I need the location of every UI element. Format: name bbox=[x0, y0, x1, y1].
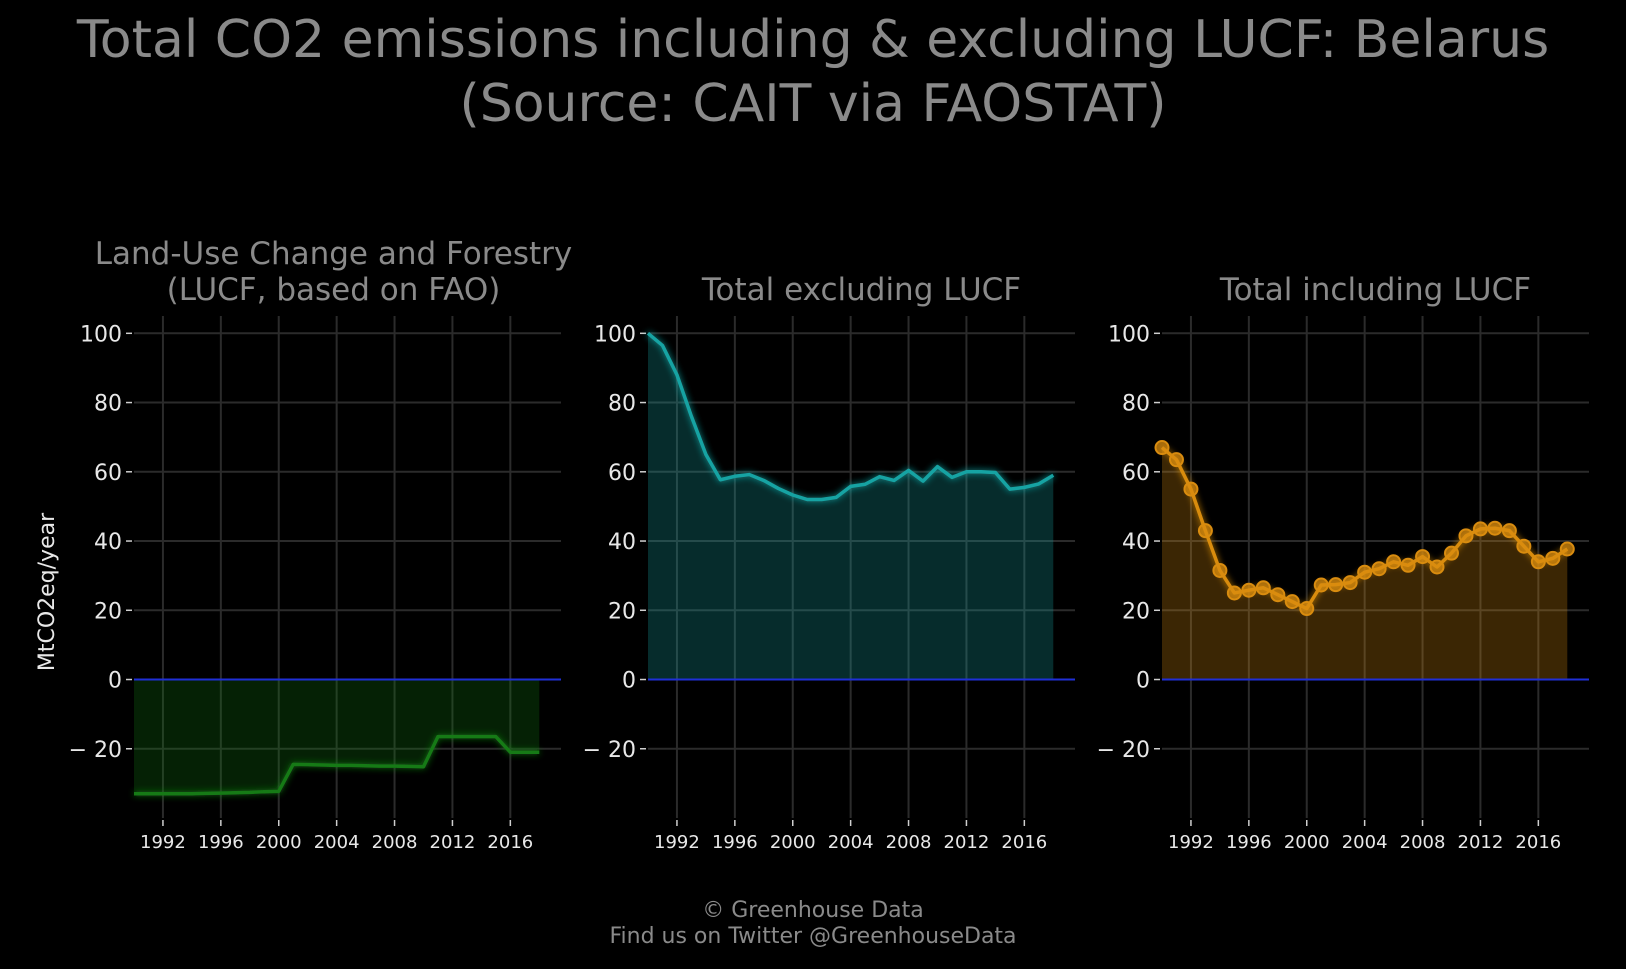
chart-title: Total CO2 emissions including & excludin… bbox=[0, 8, 1626, 136]
y-tick-label: 60 bbox=[608, 461, 636, 486]
series-line bbox=[134, 734, 540, 796]
chart-title-line-1: Total CO2 emissions including & excludin… bbox=[76, 10, 1550, 70]
y-tick-label: − 20 bbox=[69, 738, 122, 763]
data-point bbox=[1168, 452, 1184, 468]
footer: © Greenhouse Data Find us on Twitter @Gr… bbox=[0, 898, 1626, 950]
data-point bbox=[1328, 577, 1344, 593]
data-point bbox=[1154, 440, 1170, 456]
data-point bbox=[1371, 561, 1387, 577]
panel-title: (LUCF, based on FAO) bbox=[167, 272, 501, 308]
y-tick-label: 0 bbox=[1136, 669, 1150, 694]
x-tick-label: 2000 bbox=[770, 832, 816, 853]
series-area bbox=[134, 679, 540, 794]
y-axis-label: MtCO2eq/year bbox=[35, 512, 60, 671]
data-point bbox=[1530, 554, 1546, 570]
x-tick-label: 2008 bbox=[886, 832, 932, 853]
y-tick-label: 60 bbox=[1122, 461, 1150, 486]
y-tick-label: 20 bbox=[94, 599, 122, 624]
data-point bbox=[1386, 554, 1402, 570]
series-line bbox=[646, 331, 1055, 502]
y-tick-label: 40 bbox=[608, 530, 636, 555]
y-tick-label: 40 bbox=[94, 530, 122, 555]
y-tick-label: 40 bbox=[1122, 530, 1150, 555]
footer-copyright: © Greenhouse Data bbox=[702, 898, 924, 923]
data-point bbox=[1197, 523, 1213, 539]
x-tick-label: 2008 bbox=[1400, 832, 1446, 853]
data-point bbox=[1270, 587, 1286, 603]
x-tick-label: 2016 bbox=[1001, 832, 1047, 853]
data-point bbox=[1487, 520, 1503, 536]
x-tick-label: 2012 bbox=[944, 832, 990, 853]
x-tick-label: 2016 bbox=[487, 832, 533, 853]
x-tick-label: 2016 bbox=[1515, 832, 1561, 853]
x-tick-label: 2012 bbox=[1458, 832, 1504, 853]
x-tick-label: 1992 bbox=[654, 832, 700, 853]
series-area bbox=[1162, 447, 1568, 680]
panel-title: Total excluding LUCF bbox=[701, 272, 1021, 308]
x-tick-label: 1996 bbox=[198, 832, 244, 853]
y-tick-label: 0 bbox=[108, 669, 122, 694]
data-point bbox=[1357, 564, 1373, 580]
x-tick-label: 2008 bbox=[372, 832, 418, 853]
y-tick-label: 80 bbox=[608, 392, 636, 417]
x-tick-label: 2012 bbox=[430, 832, 476, 853]
data-point bbox=[1415, 549, 1431, 565]
data-point bbox=[1284, 594, 1300, 610]
y-tick-label: 0 bbox=[622, 669, 636, 694]
data-point bbox=[1429, 559, 1445, 575]
chart-title-line-2: (Source: CAIT via FAOSTAT) bbox=[459, 74, 1167, 134]
x-tick-label: 1992 bbox=[140, 832, 186, 853]
data-point bbox=[1255, 580, 1271, 596]
x-tick-label: 2004 bbox=[314, 832, 360, 853]
y-tick-label: 20 bbox=[608, 599, 636, 624]
series-area bbox=[648, 333, 1054, 680]
panel-title: Total including LUCF bbox=[1219, 272, 1531, 308]
y-tick-label: 100 bbox=[1108, 322, 1150, 347]
data-point bbox=[1183, 481, 1199, 497]
panel-title: Land-Use Change and Forestry bbox=[95, 236, 573, 272]
data-point bbox=[1400, 557, 1416, 573]
footer-twitter: Find us on Twitter @GreenhouseData bbox=[609, 924, 1017, 949]
data-point bbox=[1443, 545, 1459, 561]
x-tick-label: 1996 bbox=[1226, 832, 1272, 853]
y-tick-label: 80 bbox=[1122, 392, 1150, 417]
x-tick-label: 2000 bbox=[1284, 832, 1330, 853]
data-point bbox=[1501, 523, 1517, 539]
data-point bbox=[1458, 528, 1474, 544]
data-point bbox=[1559, 541, 1575, 557]
data-point bbox=[1545, 550, 1561, 566]
y-tick-label: − 20 bbox=[1097, 738, 1150, 763]
y-tick-label: − 20 bbox=[583, 738, 636, 763]
x-tick-label: 2000 bbox=[256, 832, 302, 853]
x-tick-label: 2004 bbox=[828, 832, 874, 853]
x-tick-label: 1996 bbox=[712, 832, 758, 853]
x-tick-label: 1992 bbox=[1168, 832, 1214, 853]
data-point bbox=[1313, 577, 1329, 593]
y-tick-label: 100 bbox=[594, 322, 636, 347]
y-tick-label: 100 bbox=[80, 322, 122, 347]
y-tick-label: 80 bbox=[94, 392, 122, 417]
y-tick-label: 60 bbox=[94, 461, 122, 486]
chart-panel-3: 100 80 60 40 20 0 − 20 1992 1996 2000 2004 2008 2012… bbox=[1097, 272, 1589, 853]
data-point bbox=[1226, 585, 1242, 601]
data-point bbox=[1299, 601, 1315, 617]
chart-panel-1: 100 80 60 40 20 0 − 20 1992 1996 2000 2004 2008 2012… bbox=[35, 236, 572, 853]
data-point bbox=[1241, 582, 1257, 598]
data-point bbox=[1212, 562, 1228, 578]
data-point bbox=[1342, 575, 1358, 591]
chart-panel-2: 100 80 60 40 20 0 − 20 1992 1996 2000 2004 2008 2012… bbox=[583, 272, 1075, 853]
y-tick-label: 20 bbox=[1122, 599, 1150, 624]
data-point bbox=[1472, 521, 1488, 537]
data-point bbox=[1516, 538, 1532, 554]
x-tick-label: 2004 bbox=[1342, 832, 1388, 853]
